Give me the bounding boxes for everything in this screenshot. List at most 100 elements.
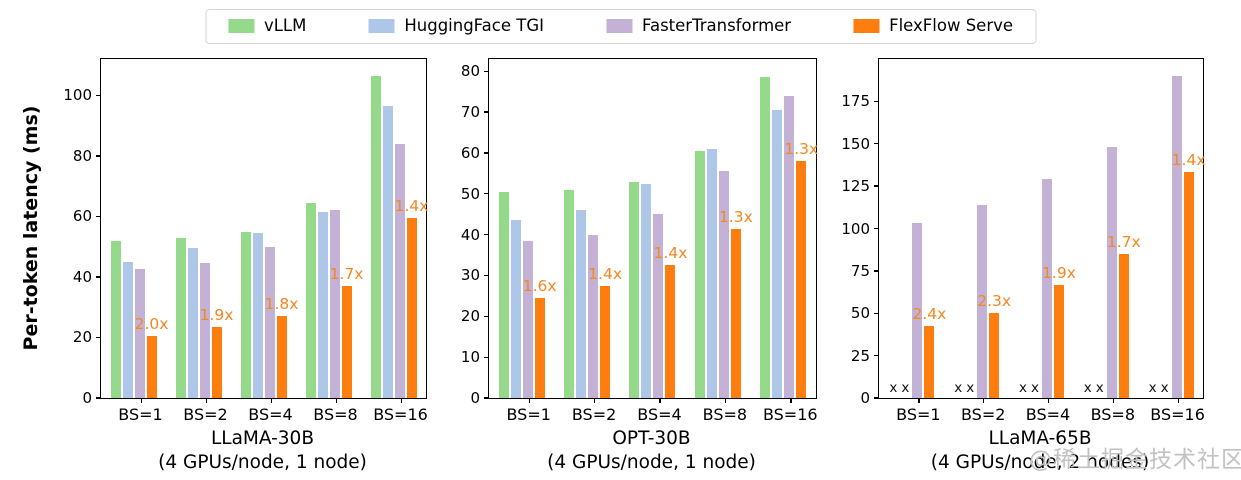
speedup-annotation: 2.4x bbox=[912, 304, 947, 323]
x-tick-label: BS=1 bbox=[896, 405, 941, 424]
subplot-opt-30b: 0 10 20 30 40 50 60 70 80 1.6x BS=1 1.4x BS=2 1.4x BS=… bbox=[461, 58, 818, 473]
y-tick-mark bbox=[96, 276, 101, 278]
x-tick-label: BS=8 bbox=[1090, 405, 1135, 424]
missing-data-marker: x bbox=[1018, 379, 1027, 396]
bar-flexflow-serve: 1.7x bbox=[1107, 233, 1141, 398]
x-tick-label: BS=1 bbox=[506, 405, 551, 424]
bar-flexflow-serve: 2.4x bbox=[912, 305, 946, 398]
missing-data-marker: x bbox=[1083, 379, 1092, 396]
bar-flexflow-serve: 1.4x bbox=[654, 244, 687, 398]
legend-item-huggingface-tgi: HuggingFace TGI bbox=[368, 16, 544, 35]
missing-data-marker: x bbox=[901, 379, 910, 396]
y-tick-mark bbox=[96, 155, 101, 157]
legend: vLLM HuggingFace TGI FasterTransformer F… bbox=[204, 9, 1037, 44]
bar-fastertransformer bbox=[394, 143, 405, 398]
plot-area: 0 10 20 30 40 50 60 70 80 1.6x BS=1 1.4x BS=2 1.4x BS=… bbox=[461, 58, 818, 424]
y-tick-mark bbox=[96, 336, 101, 339]
bar-flexflow-serve: 1.4x bbox=[1172, 151, 1205, 398]
x-tick-mark bbox=[140, 398, 142, 403]
bar-fastertransformer bbox=[199, 263, 210, 398]
legend-label-huggingface-tgi: HuggingFace TGI bbox=[404, 16, 544, 35]
speedup-annotation: 1.6x bbox=[522, 276, 557, 295]
x-tick-mark bbox=[1177, 398, 1179, 403]
bar-fastertransformer bbox=[1106, 147, 1117, 398]
y-tick-label: 100 bbox=[63, 86, 92, 105]
x-tick-label: BS=4 bbox=[1025, 405, 1071, 424]
x-tick-mark bbox=[205, 398, 207, 403]
bar-groups: 2.0x BS=1 1.9x BS=2 1.8x BS=4 1.7x BS=8 1.4x BS=1… bbox=[101, 59, 428, 424]
bar-group: 2.0x BS=1 bbox=[110, 59, 168, 424]
y-tick-label: 0 bbox=[82, 389, 92, 407]
y-tick-label: 25 bbox=[850, 346, 870, 365]
speedup-annotation: 1.8x bbox=[264, 295, 299, 314]
y-tick-mark bbox=[874, 270, 879, 272]
plot-area: 0 20 40 60 80 100 2.0x BS=1 1.9x BS=2 1.8x BS=4 1.7x… bbox=[63, 58, 428, 424]
missing-data-marker: x bbox=[954, 379, 963, 396]
missing-data-marker: x bbox=[1095, 379, 1104, 396]
x-tick-label: BS=4 bbox=[637, 405, 682, 424]
y-tick-mark bbox=[484, 356, 489, 358]
speedup-annotation: 1.7x bbox=[1106, 232, 1141, 251]
x-tick-mark bbox=[1112, 398, 1115, 403]
speedup-annotation: 2.0x bbox=[134, 314, 169, 333]
speedup-annotation: 1.9x bbox=[1042, 264, 1076, 283]
y-tick-mark bbox=[96, 94, 101, 96]
bar-group: 1.4x BS=4 bbox=[628, 59, 687, 424]
y-tick-mark bbox=[874, 143, 879, 145]
subplot-llama-30b: 0 20 40 60 80 100 2.0x BS=1 1.9x BS=2 1.8x BS=4 1.7x… bbox=[63, 58, 428, 473]
speedup-annotation: 1.7x bbox=[329, 265, 364, 284]
speedup-annotation: 1.4x bbox=[394, 196, 429, 215]
bar-flexflow-serve: 1.8x bbox=[265, 295, 298, 398]
bar-vllm bbox=[760, 77, 771, 398]
bar-huggingface-tgi bbox=[252, 233, 263, 398]
y-tick-label: 80 bbox=[460, 62, 480, 81]
watermark: @稀土掘金技术社区 bbox=[1029, 447, 1241, 473]
y-tick-label: 60 bbox=[460, 143, 480, 162]
bar-group: x x 1.7x BS=8 bbox=[1082, 59, 1141, 424]
missing-data-marker: x bbox=[1160, 379, 1169, 396]
bar-flexflow-serve: 1.3x bbox=[784, 140, 818, 398]
x-tick-mark bbox=[659, 398, 661, 403]
bar-flexflow-serve: 1.4x bbox=[588, 265, 622, 398]
bar-huggingface-tgi bbox=[187, 248, 198, 398]
y-tick-label: 20 bbox=[72, 328, 92, 347]
hardware-config: (4 GPUs/node, 2 nodes) bbox=[930, 452, 1150, 473]
bar-huggingface-tgi bbox=[706, 148, 717, 398]
y-tick-mark bbox=[874, 227, 879, 230]
y-tick-mark bbox=[874, 397, 879, 399]
bar-vllm bbox=[694, 150, 705, 398]
y-tick-label: 30 bbox=[460, 266, 480, 285]
bar-fastertransformer bbox=[1041, 179, 1052, 398]
x-tick-mark bbox=[528, 398, 530, 403]
x-tick-label: BS=16 bbox=[373, 405, 428, 424]
missing-data-marker: x bbox=[966, 379, 975, 396]
bar-huggingface-tgi bbox=[641, 183, 652, 398]
missing-data-marker: x bbox=[1148, 379, 1157, 396]
y-axis-label: Per-token latency (ms) bbox=[20, 105, 42, 351]
y-tick-label: 60 bbox=[72, 207, 92, 226]
missing-data-marker: x bbox=[889, 379, 898, 396]
x-tick-label: BS=2 bbox=[571, 405, 617, 424]
bar-fastertransformer bbox=[588, 234, 599, 398]
hardware-config: (4 GPUs/node, 1 node) bbox=[158, 452, 367, 473]
legend-item-fastertransformer: FasterTransformer bbox=[605, 17, 791, 35]
x-tick-mark bbox=[983, 398, 985, 403]
bar-group: 1.4x BS=16 bbox=[370, 59, 428, 424]
y-tick-label: 70 bbox=[460, 103, 480, 122]
x-tick-mark bbox=[1047, 398, 1050, 403]
bar-fastertransformer bbox=[784, 95, 795, 398]
bar-group: 1.3x BS=8 bbox=[694, 59, 753, 424]
speedup-annotation: 1.4x bbox=[588, 264, 622, 283]
plot-area: 0 25 50 75 100 125 150 175 x x 2.4x BS=1 x x 2.3x BS=2 x… bbox=[841, 58, 1205, 424]
legend-item-flexflow-serve: FlexFlow Serve bbox=[853, 17, 1013, 35]
bar-vllm bbox=[370, 75, 381, 398]
y-tick-label: 20 bbox=[460, 307, 480, 326]
legend-item-vllm: vLLM bbox=[227, 17, 306, 35]
bar-flexflow-serve: 1.9x bbox=[1042, 264, 1076, 398]
bar-flexflow-serve: 1.4x bbox=[395, 197, 428, 398]
legend-swatch-vllm bbox=[227, 19, 254, 34]
bar-group: 1.7x BS=8 bbox=[305, 59, 363, 424]
bar-vllm bbox=[240, 231, 251, 398]
bar-fastertransformer bbox=[1171, 75, 1182, 398]
y-tick-label: 40 bbox=[72, 267, 92, 286]
